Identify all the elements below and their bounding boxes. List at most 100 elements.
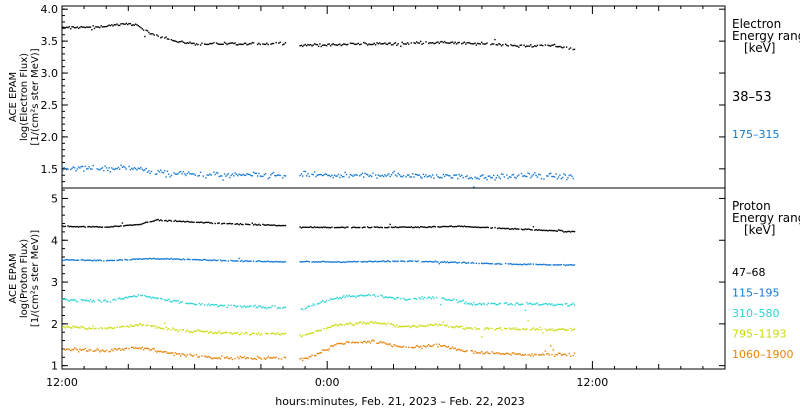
data-point xyxy=(481,262,483,264)
data-point xyxy=(426,226,429,229)
data-point xyxy=(303,170,305,173)
data-point xyxy=(547,304,549,306)
data-point xyxy=(534,172,536,174)
data-point xyxy=(418,297,421,299)
data-point xyxy=(445,261,447,264)
data-point xyxy=(526,45,528,47)
data-point xyxy=(385,343,387,345)
data-point xyxy=(489,175,491,177)
data-point xyxy=(446,261,448,263)
data-point xyxy=(486,226,488,228)
data-point xyxy=(79,348,81,350)
data-point xyxy=(539,326,541,329)
data-point xyxy=(76,326,78,329)
data-point xyxy=(313,43,316,45)
data-point xyxy=(95,327,97,330)
data-point xyxy=(520,264,523,266)
data-point xyxy=(507,45,509,47)
electron-legend-title: [keV] xyxy=(744,41,775,55)
data-point xyxy=(71,348,73,351)
data-point xyxy=(137,324,139,326)
data-point xyxy=(271,224,273,226)
data-point xyxy=(128,224,130,226)
data-point xyxy=(341,44,344,46)
data-point xyxy=(486,262,488,264)
data-point xyxy=(408,298,410,300)
data-point xyxy=(534,229,536,231)
data-point xyxy=(516,45,519,47)
data-point xyxy=(105,226,108,228)
data-point xyxy=(442,321,444,323)
data-point xyxy=(206,259,208,261)
data-point xyxy=(193,258,195,261)
data-point xyxy=(425,174,427,176)
data-point xyxy=(152,220,154,222)
data-point xyxy=(165,326,167,329)
data-point xyxy=(62,169,64,172)
data-point xyxy=(174,173,177,175)
data-point xyxy=(170,329,173,331)
data-point xyxy=(202,175,204,177)
data-point xyxy=(538,263,540,266)
data-point xyxy=(142,169,145,172)
data-point xyxy=(512,327,515,329)
data-point xyxy=(205,331,207,333)
data-point xyxy=(377,174,379,176)
data-point xyxy=(453,327,455,329)
data-point xyxy=(565,264,568,266)
data-point xyxy=(506,302,508,304)
data-point xyxy=(226,332,228,334)
data-point xyxy=(389,343,391,345)
data-point xyxy=(437,346,439,348)
data-point xyxy=(518,353,520,355)
data-point xyxy=(380,226,382,228)
data-point xyxy=(181,221,183,223)
data-point xyxy=(229,42,231,45)
data-point xyxy=(131,346,133,348)
data-point xyxy=(164,299,166,301)
data-point xyxy=(88,225,90,228)
data-point xyxy=(567,305,569,307)
data-point xyxy=(359,44,361,46)
data-point xyxy=(235,223,238,225)
data-point xyxy=(409,260,411,262)
data-point xyxy=(92,325,94,328)
data-point xyxy=(162,328,165,330)
data-point xyxy=(327,174,329,177)
data-point xyxy=(398,325,401,328)
data-point xyxy=(516,329,519,331)
data-point xyxy=(89,349,92,351)
electron-ylabel: ACE EPAM xyxy=(8,72,19,122)
data-point xyxy=(478,178,480,180)
data-point xyxy=(449,225,451,227)
data-point xyxy=(367,261,369,263)
data-point xyxy=(421,226,423,228)
data-point xyxy=(88,349,90,351)
data-point xyxy=(475,352,478,354)
data-point xyxy=(152,257,154,260)
data-point xyxy=(312,303,314,305)
data-point xyxy=(160,169,162,171)
data-point xyxy=(317,226,320,229)
data-point xyxy=(156,351,158,353)
data-point xyxy=(543,354,545,356)
data-point xyxy=(356,261,358,263)
data-point xyxy=(207,259,210,262)
data-point xyxy=(282,44,284,46)
data-point xyxy=(115,225,117,227)
data-point xyxy=(317,174,320,176)
data-point xyxy=(450,347,452,350)
data-point xyxy=(214,222,216,225)
proton-ylabel: log(Proton Flux) xyxy=(19,239,30,318)
data-point xyxy=(241,331,243,334)
data-point xyxy=(494,226,496,229)
data-point xyxy=(226,306,228,308)
x-tick-label: 12:00 xyxy=(46,376,78,389)
data-point xyxy=(191,302,194,305)
data-point xyxy=(500,45,503,47)
data-point xyxy=(217,43,219,45)
data-point xyxy=(91,259,93,262)
data-point xyxy=(267,333,269,335)
data-point xyxy=(161,220,163,222)
data-point xyxy=(138,258,141,260)
